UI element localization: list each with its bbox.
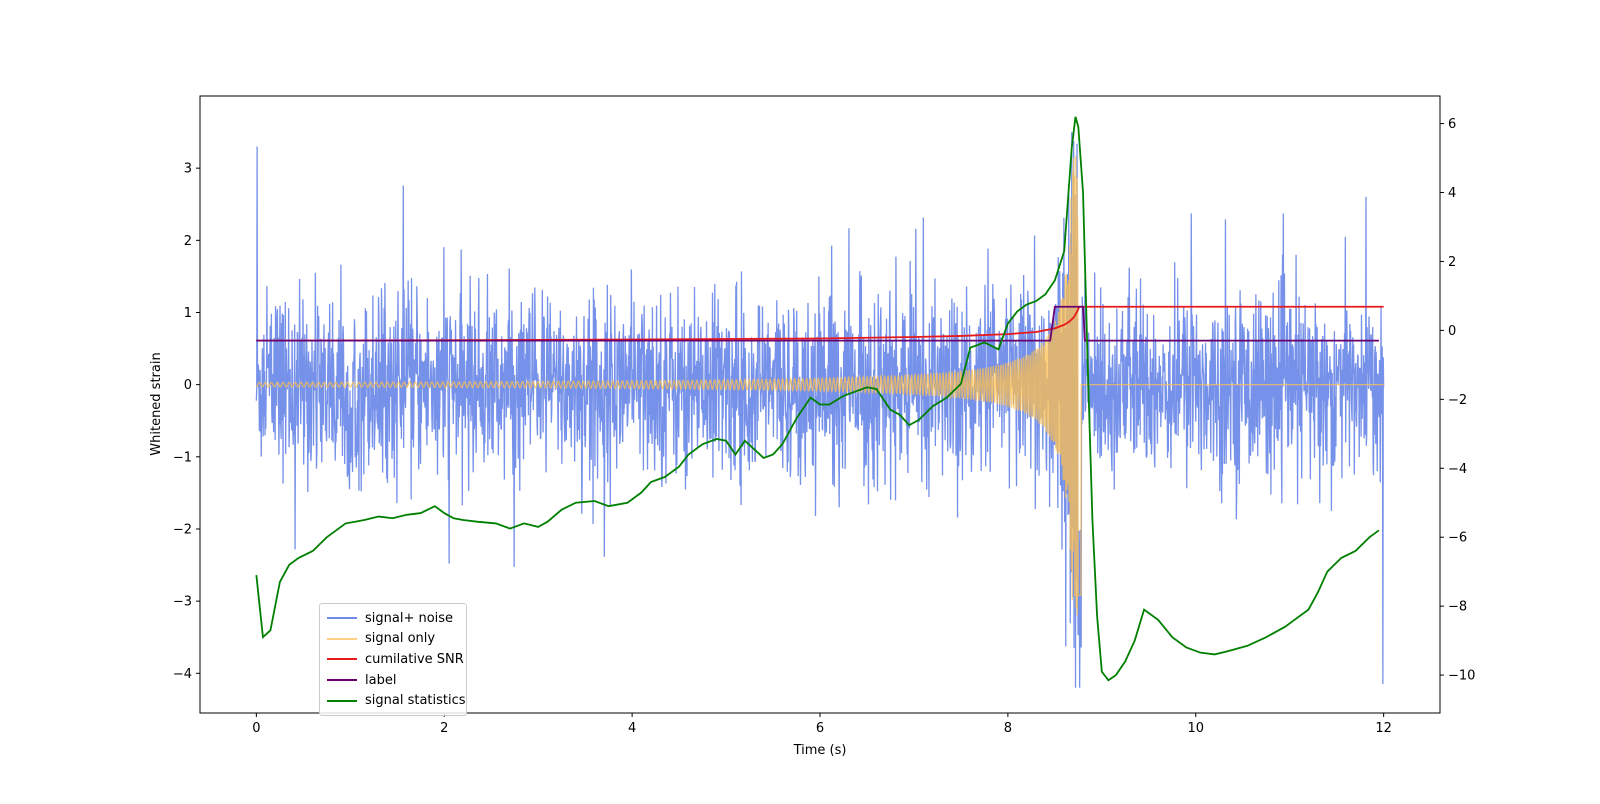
y-tick-label: 1 xyxy=(184,306,192,321)
x-axis-label: Time (s) xyxy=(793,743,847,758)
legend-item: cumilative SNR xyxy=(320,649,466,670)
legend: signal+ noise signal only cumilative SNR la… xyxy=(319,603,467,716)
legend-swatch xyxy=(327,617,357,620)
legend-label: signal+ noise xyxy=(365,610,454,626)
legend-swatch xyxy=(327,637,357,640)
series-line-label xyxy=(256,305,1379,342)
legend-item: label xyxy=(320,670,466,691)
legend-swatch xyxy=(327,699,357,702)
y2-tick-label: −4 xyxy=(1448,462,1467,477)
y2-tick-label: 0 xyxy=(1448,324,1456,339)
y-tick-label: 3 xyxy=(184,162,192,177)
y-axis-left: −4 −3 −2 −1 0 1 2 3 xyxy=(173,162,200,682)
x-tick-label: 2 xyxy=(440,721,448,736)
legend-item: signal+ noise xyxy=(320,608,466,629)
y2-tick-label: 6 xyxy=(1448,117,1456,132)
x-tick-label: 10 xyxy=(1187,721,1204,736)
series-line-cumulative-snr xyxy=(256,305,1384,342)
y-tick-label: −4 xyxy=(173,667,192,682)
y-tick-label: −2 xyxy=(173,522,192,537)
y2-tick-label: −6 xyxy=(1448,531,1467,546)
x-tick-label: 0 xyxy=(252,721,260,736)
y-axis-label: Whitened strain xyxy=(149,352,164,455)
x-tick-label: 4 xyxy=(628,721,636,736)
y-tick-label: 2 xyxy=(184,234,192,249)
x-tick-label: 6 xyxy=(816,721,824,736)
y-tick-label: −1 xyxy=(173,450,192,465)
x-axis: 0 2 4 6 8 10 12 xyxy=(252,713,1392,736)
y2-tick-label: −8 xyxy=(1448,600,1467,615)
x-tick-label: 12 xyxy=(1375,721,1392,736)
series-line-signal-statistics xyxy=(255,116,1380,682)
y-tick-label: −3 xyxy=(173,595,192,610)
y2-tick-label: 4 xyxy=(1448,186,1456,201)
legend-label: signal statistics xyxy=(365,693,466,709)
y2-tick-label: −10 xyxy=(1448,669,1475,684)
y-axis-right: −10 −8 −6 −4 −2 0 2 4 6 xyxy=(1440,117,1475,684)
legend-item: signal only xyxy=(320,629,466,650)
x-tick-label: 8 xyxy=(1004,721,1012,736)
legend-label: label xyxy=(365,672,397,688)
y2-tick-label: 2 xyxy=(1448,255,1456,270)
y2-tick-label: −2 xyxy=(1448,393,1467,408)
series-line-signal-only xyxy=(256,155,1384,616)
legend-swatch xyxy=(327,658,357,661)
legend-swatch xyxy=(327,679,357,682)
legend-item: signal statistics xyxy=(320,690,466,711)
legend-label: signal only xyxy=(365,631,436,647)
legend-label: cumilative SNR xyxy=(365,651,464,667)
y-tick-label: 0 xyxy=(184,378,192,393)
